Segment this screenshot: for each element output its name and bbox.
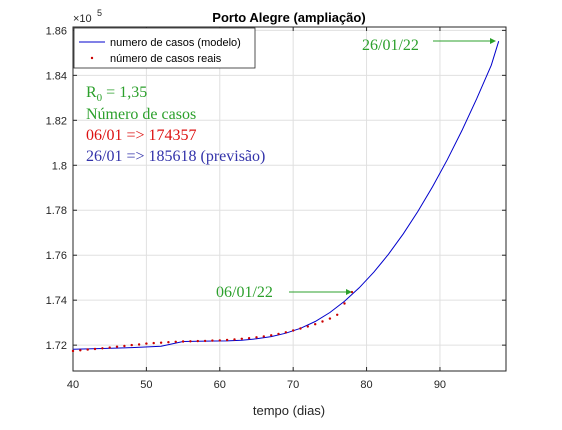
arrow-head-mid: [346, 289, 352, 295]
x-tick-label: 40: [67, 379, 79, 391]
data-point-real: [174, 340, 177, 343]
y-tick-label: 1.78: [46, 205, 67, 217]
legend-box: [73, 27, 256, 69]
data-point-real: [270, 334, 273, 337]
arrow-label-mid: 06/01/22: [216, 284, 273, 301]
data-point-real: [336, 313, 339, 316]
data-point-real: [343, 302, 346, 305]
series-line-model: [72, 41, 500, 350]
data-point-real: [284, 331, 287, 334]
data-point-real: [350, 290, 354, 294]
annotation-r0-subscript: 0: [97, 92, 103, 104]
x-tick-label: 80: [360, 379, 372, 391]
legend-label-model: numero de casos (modelo): [110, 37, 241, 49]
data-point-real: [203, 339, 207, 343]
annotation-r0-symbol: R: [86, 84, 97, 101]
annotation-r0: R0 = 1,35: [86, 84, 147, 104]
data-point-real: [306, 325, 309, 328]
legend-swatch-real: [90, 56, 94, 60]
legend-label-real: número de casos reais: [110, 53, 222, 65]
data-point-real: [328, 317, 332, 320]
y-tick-label: 1.86: [46, 25, 67, 37]
data-point-real: [130, 343, 133, 347]
data-point-real: [225, 338, 229, 342]
annotation-actual-cases: 06/01 => 174357: [86, 127, 197, 144]
data-point-real: [262, 335, 265, 338]
data-point-real: [277, 332, 280, 336]
data-point-real: [233, 338, 236, 341]
grid: [72, 27, 506, 371]
x-tick-label: 70: [287, 379, 299, 391]
data-point-real: [299, 327, 302, 330]
x-axis-label: tempo (dias): [253, 403, 325, 418]
arrow-label-top: 26/01/22: [362, 37, 419, 54]
x-tick-label: 90: [434, 379, 446, 391]
y-multiplier: ×10 5: [73, 8, 102, 25]
data-point-real: [137, 343, 141, 346]
data-point-real: [123, 344, 126, 348]
y-tick-label: 1.72: [46, 340, 67, 352]
data-point-real: [86, 348, 89, 351]
data-point-real: [159, 341, 163, 344]
legend: numero de casos (modelo) número de casos…: [73, 27, 256, 69]
data-point-real: [93, 347, 97, 351]
axis-ticks: 40 50 60 70 80 90 1.72 1.74 1.76 1.78 1.8 1.82 1.84 1…: [46, 25, 506, 391]
y-tick-label: 1.8: [52, 160, 67, 172]
annotation-forecast-cases: 26/01 => 185618 (previsão): [86, 148, 265, 165]
data-point-real: [108, 346, 111, 349]
y-multiplier-exponent: 5: [97, 8, 102, 18]
series: [71, 41, 500, 353]
data-point-real: [292, 329, 295, 332]
arrow-annotation-mid: 06/01/22: [216, 284, 352, 301]
arrow-head-top: [490, 38, 496, 44]
data-point-real: [152, 341, 155, 345]
data-point-real: [321, 320, 324, 323]
y-tick-label: 1.76: [46, 250, 67, 262]
data-point-real: [314, 323, 317, 326]
data-point-real: [181, 340, 185, 343]
y-tick-label: 1.74: [46, 295, 67, 307]
x-tick-label: 60: [214, 379, 226, 391]
arrow-annotation-top: 26/01/22: [362, 37, 496, 54]
data-point-real: [167, 341, 170, 344]
annotation-r0-value: = 1,35: [102, 84, 147, 101]
data-point-real: [240, 337, 243, 340]
data-point-real: [247, 337, 251, 340]
data-point-real: [255, 336, 258, 339]
data-point-real: [196, 339, 199, 343]
data-point-real: [211, 339, 214, 342]
data-point-real: [79, 349, 82, 352]
data-point-real: [115, 345, 119, 348]
data-point-real: [101, 347, 104, 350]
chart-title: Porto Alegre (ampliação): [212, 10, 365, 25]
data-point-real: [71, 349, 75, 353]
data-point-real: [145, 342, 148, 345]
annotation-block: R0 = 1,35 Número de casos 06/01 => 17435…: [86, 84, 265, 165]
annotation-cases-heading: Número de casos: [86, 106, 196, 123]
x-tick-label: 50: [140, 379, 152, 391]
data-point-real: [218, 339, 221, 342]
plot-area: [72, 26, 507, 372]
y-tick-label: 1.84: [46, 70, 67, 82]
y-multiplier-base: ×10: [73, 13, 92, 25]
y-tick-label: 1.82: [46, 115, 67, 127]
data-point-real: [189, 340, 192, 343]
